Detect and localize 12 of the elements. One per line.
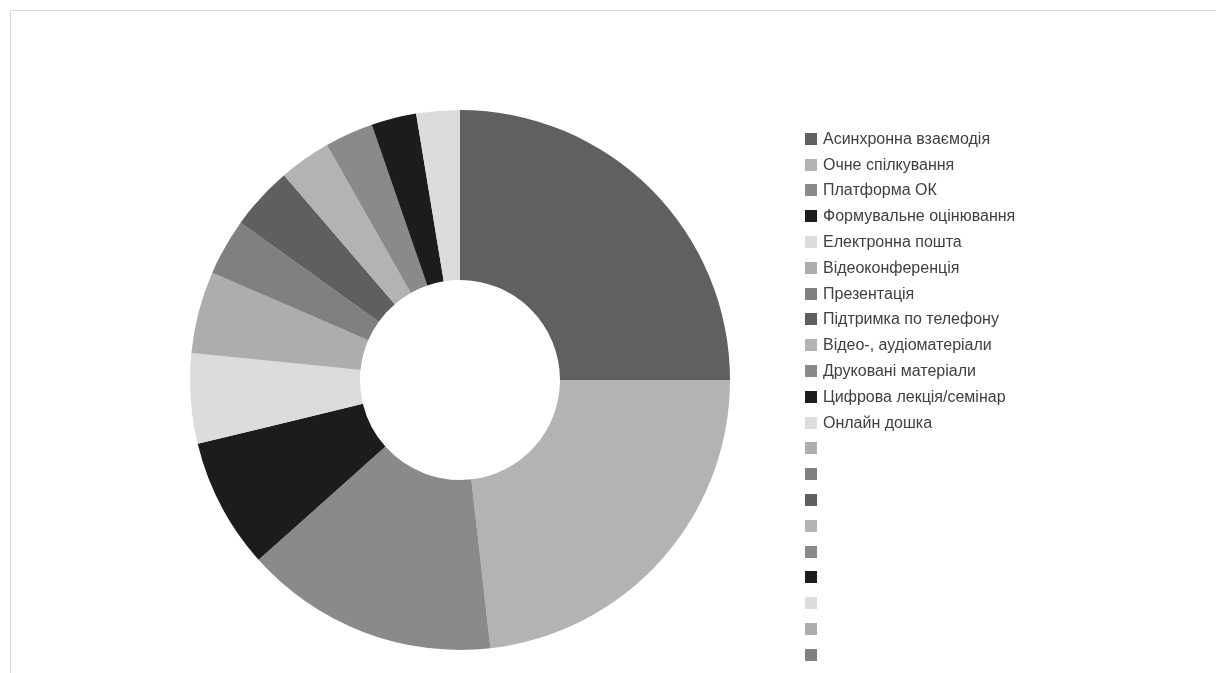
legend-label: Очне спілкування <box>823 155 955 174</box>
legend-label: Відео-, аудіоматеріали <box>823 336 992 355</box>
legend-label: Електронна пошта <box>823 233 962 252</box>
legend-label: Асинхронна взаємодія <box>823 129 991 148</box>
legend-label: Цифрова лекція/семінар <box>823 387 1006 406</box>
legend-label: Відеоконференція <box>823 258 960 277</box>
legend-label: Презентація <box>823 284 915 303</box>
legend-label: Онлайн дошка <box>823 413 933 432</box>
legend-label: Підтримка по телефону <box>823 310 999 329</box>
legend-label: Формувальне оцінювання <box>823 207 1016 226</box>
legend-label: Платформа ОК <box>823 181 937 200</box>
legend-label: Друковані матеріали <box>823 362 976 381</box>
